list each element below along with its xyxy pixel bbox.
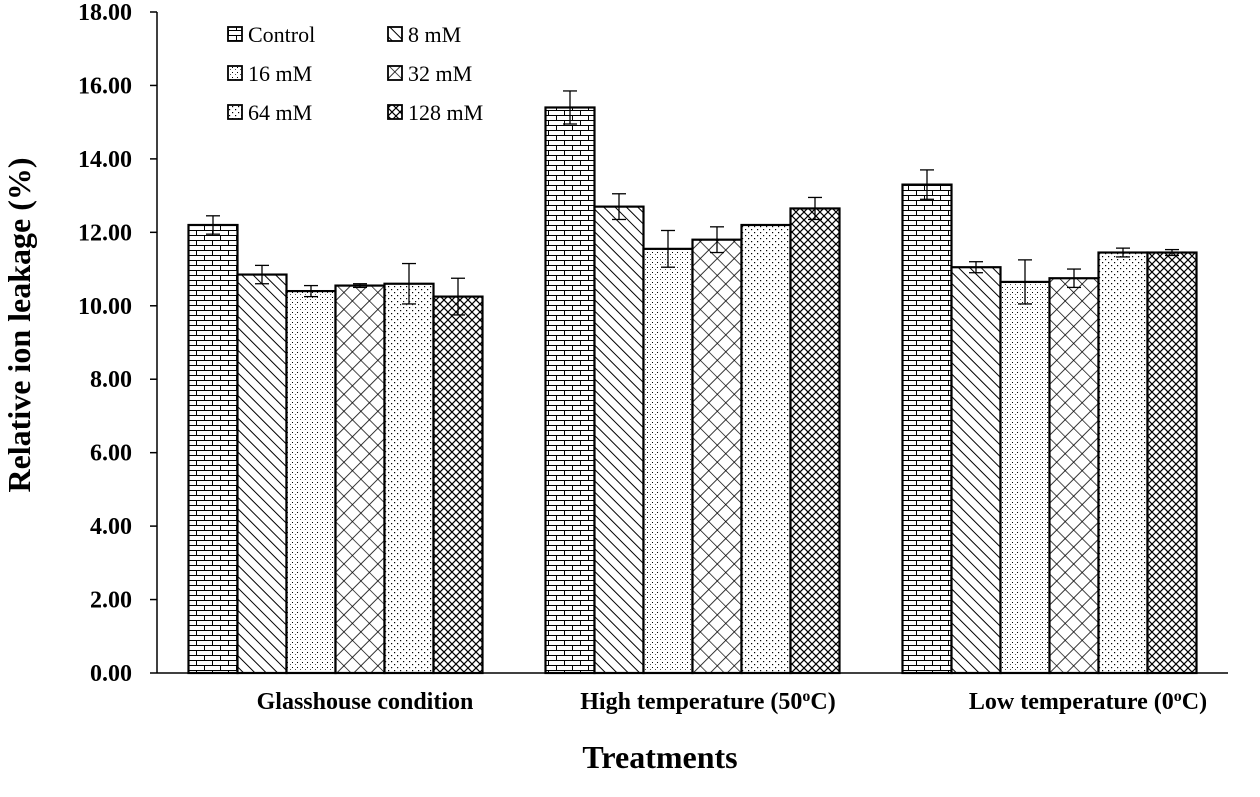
legend-swatch [387, 104, 403, 120]
x-category-label: Glasshouse condition [257, 689, 474, 715]
legend-label: Control [248, 22, 315, 47]
x-axis-title: Treatments [582, 739, 737, 775]
bar-8-mm-2 [593, 205, 645, 675]
legend-label: 128 mM [408, 100, 483, 125]
bar-16-mm-2 [642, 247, 694, 675]
x-axis-category-labels: Glasshouse condition High temperature (50… [257, 688, 1207, 715]
y-axis-ticks: 0.00 2.00 4.00 6.00 8.00 10.00 12.00 14.00 16.00… [78, 0, 157, 687]
bar-8-mm-3 [950, 266, 1002, 675]
y-tick-label: 12.00 [78, 220, 132, 246]
y-tick-label: 16.00 [78, 73, 132, 99]
legend-swatch [387, 26, 403, 42]
bar-128-mm-1 [432, 295, 484, 675]
bar-control-3 [901, 183, 953, 675]
bar-16-mm-3 [999, 280, 1051, 675]
y-tick-label: 10.00 [78, 294, 132, 320]
legend-label: 32 mM [408, 61, 472, 86]
bar-control-1 [187, 223, 239, 675]
bar-64-mm-1 [383, 282, 435, 675]
y-tick-label: 14.00 [78, 147, 132, 173]
y-tick-label: 8.00 [90, 367, 132, 393]
bar-128-mm-2 [789, 207, 841, 675]
bar-32-mm-3 [1048, 277, 1100, 675]
bar-32-mm-2 [691, 238, 743, 675]
bars-group [187, 106, 1198, 675]
legend-swatch [227, 104, 243, 120]
bar-128-mm-3 [1146, 251, 1198, 675]
bar-control-2 [544, 106, 596, 675]
error-bars-group [206, 90, 1179, 316]
y-tick-label: 2.00 [90, 588, 132, 614]
y-axis-title: Relative ion leakage (%) [1, 157, 37, 492]
legend-swatch [227, 65, 243, 81]
bar-64-mm-2 [740, 223, 792, 675]
bar-64-mm-3 [1097, 251, 1149, 675]
legend-swatch [227, 26, 243, 42]
legend-label: 8 mM [408, 22, 461, 47]
legend-swatch [387, 65, 403, 81]
legend-label: 16 mM [248, 61, 312, 86]
y-tick-label: 4.00 [90, 514, 132, 540]
bar-16-mm-1 [285, 289, 337, 675]
y-tick-label: 6.00 [90, 441, 132, 467]
bar-32-mm-1 [334, 284, 386, 675]
bar-8-mm-1 [236, 273, 288, 675]
legend: Control 8 mM 16 mM 32 mM 64 mM 128 mM [227, 22, 483, 125]
legend-label: 64 mM [248, 100, 312, 125]
x-category-label: Low temperature (0oC) [969, 688, 1207, 715]
y-tick-label: 18.00 [78, 0, 132, 26]
x-category-label: High temperature (50oC) [580, 688, 836, 715]
y-tick-label: 0.00 [90, 661, 132, 687]
